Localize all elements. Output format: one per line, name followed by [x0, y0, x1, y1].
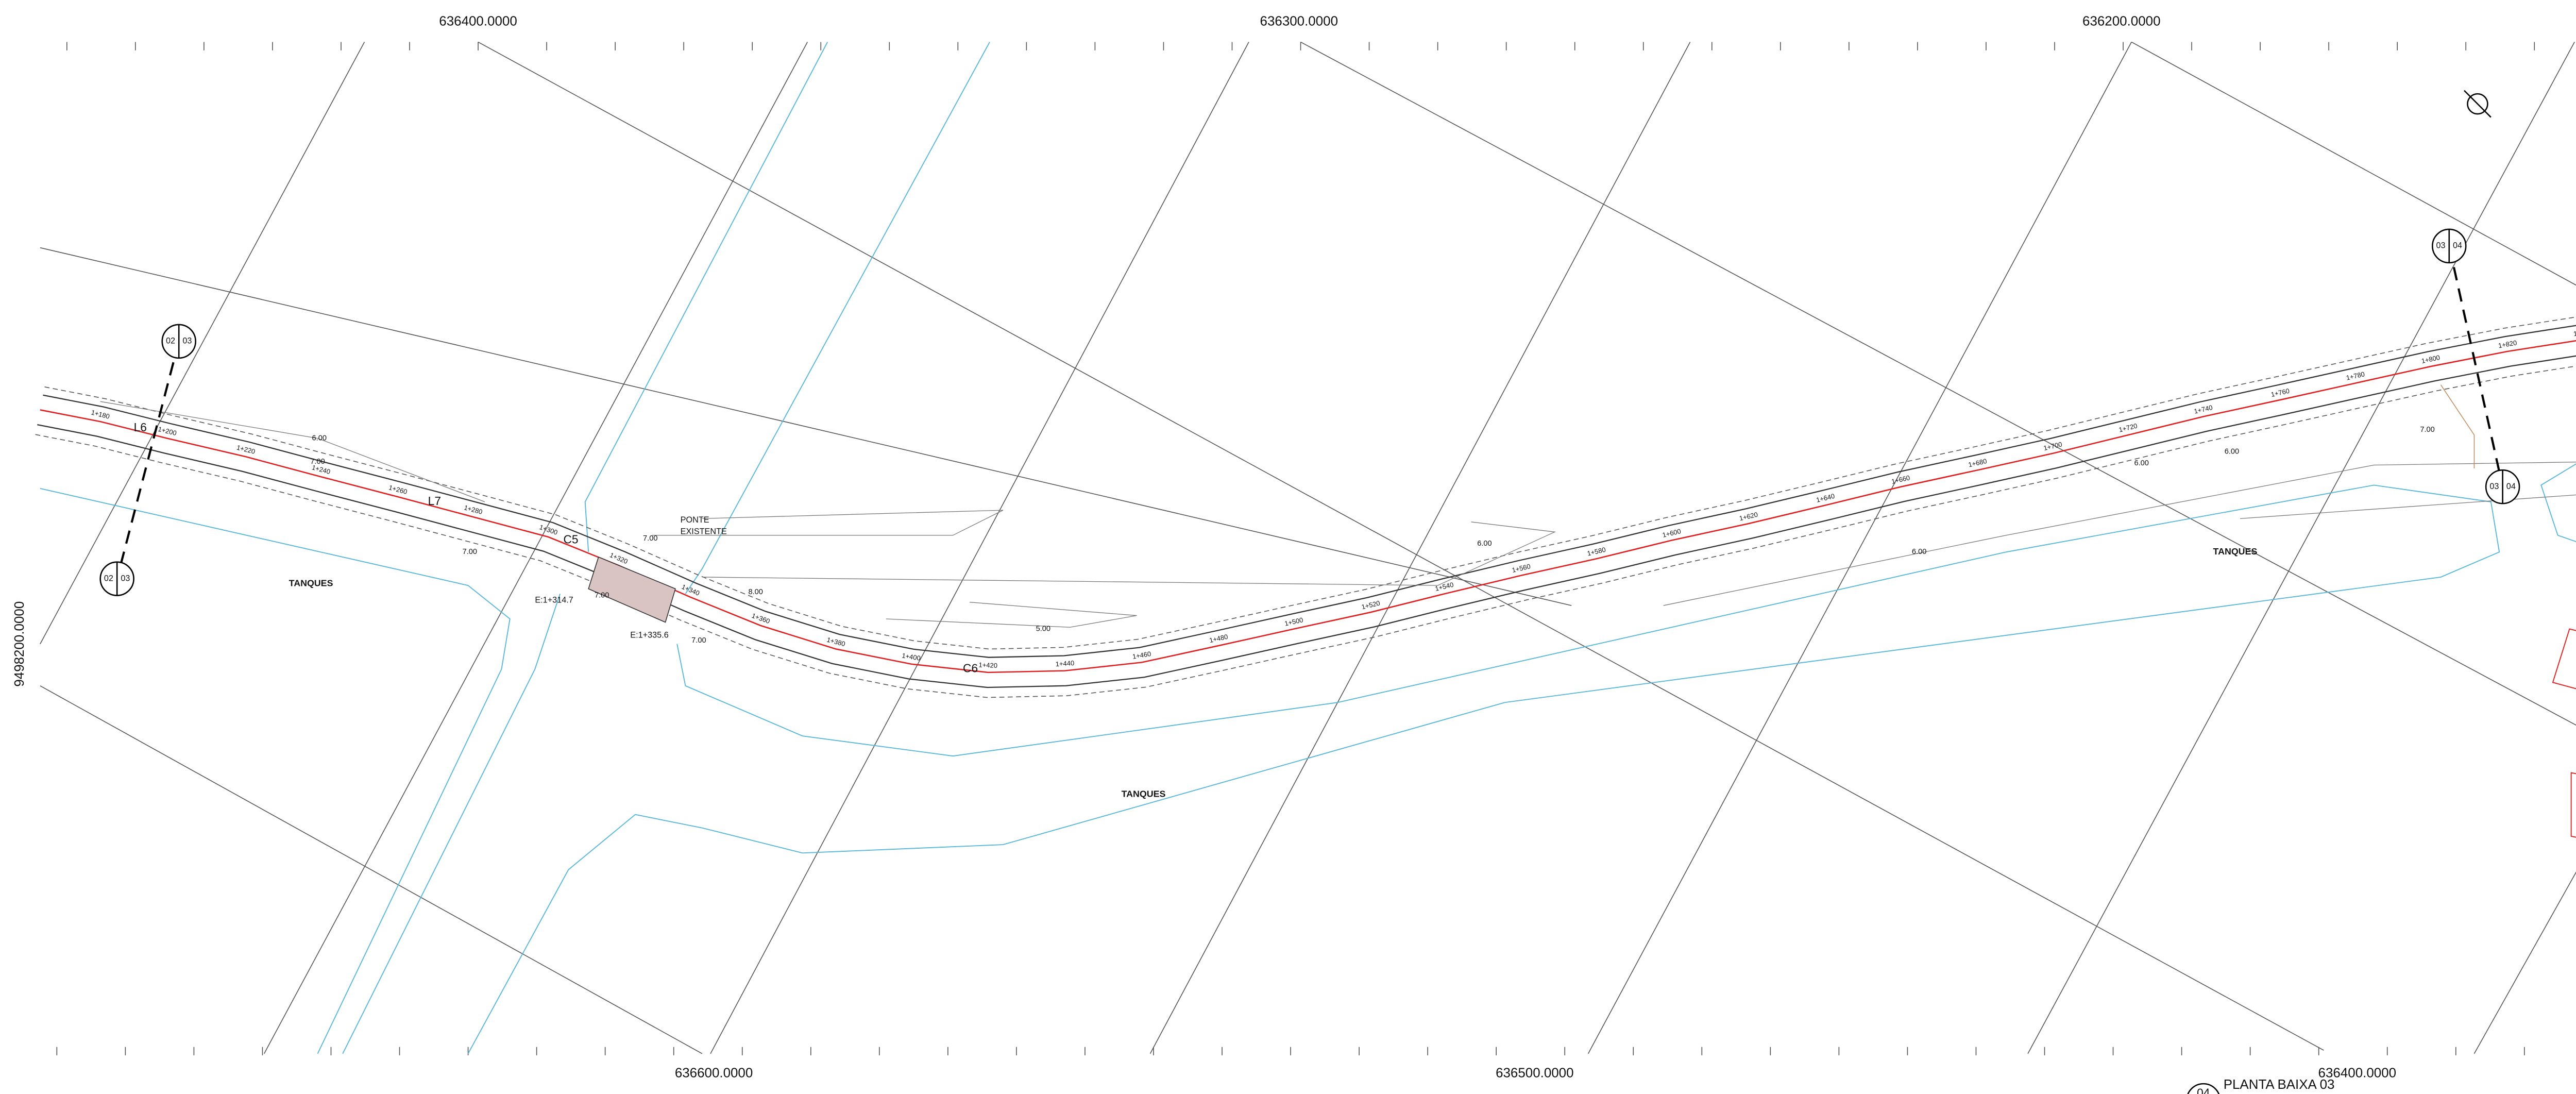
- bridge-station: E:1+335.6: [630, 631, 668, 640]
- road-axis: [40, 340, 2576, 674]
- north-symbol: [2464, 90, 2492, 118]
- water-line: [40, 487, 511, 1054]
- water-line: [467, 484, 2500, 1054]
- station-label: 1+500: [1284, 616, 1304, 627]
- station-label: 1+760: [2270, 387, 2290, 398]
- title-marker: [2187, 1083, 2220, 1094]
- area-label: TANQUES: [289, 578, 333, 588]
- coordinate-label: 636500.0000: [1496, 1066, 1573, 1081]
- station-label: 1+820: [2498, 339, 2517, 349]
- road-edge: [37, 355, 2576, 688]
- water-line: [342, 594, 561, 1054]
- water-line: [584, 42, 828, 552]
- contour-label: 7.00: [2420, 426, 2434, 434]
- contour: [100, 401, 485, 502]
- embankment: [35, 365, 2576, 698]
- grid-line: [710, 42, 1249, 1054]
- section-label: 03: [2489, 482, 2499, 491]
- contour-label: 5.00: [1036, 625, 1050, 633]
- contour-label: 7.00: [310, 458, 325, 466]
- contour-label: 7.00: [643, 534, 657, 543]
- bridge-station: E:1+314.7: [535, 596, 573, 605]
- section-label: 03: [121, 574, 130, 583]
- station-label: 1+680: [1968, 457, 1988, 468]
- section-label: 04: [2506, 482, 2516, 491]
- outline: [2552, 628, 2576, 689]
- contour-label: 6.00: [312, 434, 327, 442]
- alignment-label: L7: [428, 494, 441, 508]
- grid-line: [40, 685, 703, 1054]
- coordinate-label: 636400.0000: [2318, 1066, 2396, 1081]
- station-label: 1+460: [1132, 650, 1151, 661]
- section-line: [116, 341, 180, 579]
- water-line: [685, 42, 990, 594]
- contour: [702, 521, 1556, 586]
- alignment-label: C6: [963, 661, 978, 675]
- coordinate-label: 636300.0000: [1260, 14, 1338, 28]
- contour-label: 6.00: [2134, 459, 2149, 467]
- grid-line: [478, 41, 2324, 1051]
- area-label: TANQUES: [2213, 546, 2258, 557]
- section-label: 03: [182, 336, 192, 346]
- area-label: TANQUES: [1122, 788, 1166, 799]
- grid-line: [1300, 41, 2576, 726]
- outline: [2570, 772, 2576, 838]
- station-label: 1+480: [1209, 633, 1229, 644]
- section-label: 04: [2453, 241, 2462, 250]
- bridge-label: EXISTENTE: [681, 527, 727, 536]
- contour-label: 6.00: [1477, 540, 1492, 548]
- station-label: 1+420: [978, 661, 997, 670]
- alignment-label: C5: [564, 533, 579, 546]
- bridge: [588, 556, 676, 623]
- north-symbol: [2467, 93, 2488, 115]
- contour: [886, 601, 1137, 628]
- grid-line: [263, 42, 808, 1054]
- water-line: [2540, 463, 2576, 543]
- alignment-label: L6: [134, 420, 147, 434]
- contour-label: 6.00: [1912, 548, 1926, 556]
- grid-line: [40, 42, 365, 645]
- contour: [652, 510, 1004, 536]
- contour-label: 8.00: [748, 588, 762, 596]
- grid-line: [40, 247, 1572, 606]
- title-number: 04: [2197, 1086, 2210, 1094]
- contour-label: 7.00: [691, 636, 706, 645]
- coordinate-label: 636400.0000: [439, 14, 517, 28]
- station-label: 1+400: [901, 651, 921, 662]
- embankment: [44, 316, 2576, 650]
- contour: [2440, 384, 2475, 468]
- bridge-label: PONTE: [681, 515, 709, 525]
- section-label: 03: [2436, 241, 2446, 250]
- coordinate-label: 636200.0000: [2082, 14, 2160, 28]
- contour-label: 6.00: [2225, 447, 2239, 456]
- section-label: 02: [104, 574, 113, 583]
- section-label: 02: [166, 336, 175, 346]
- grid-line: [1587, 42, 2132, 1054]
- road-edge: [43, 325, 2576, 658]
- coordinate-label: 636600.0000: [675, 1066, 753, 1081]
- section-line: [2448, 245, 2504, 487]
- contour: [2240, 494, 2576, 519]
- title-text: PLANTA BAIXA 03: [2224, 1078, 2335, 1092]
- station-label: 1+840: [2573, 327, 2576, 338]
- grid-line: [1149, 42, 1691, 1054]
- station-label: 1+800: [2420, 354, 2441, 365]
- grid-line: [2027, 42, 2575, 1054]
- coordinate-label: 9498200.0000: [12, 601, 27, 687]
- grid-line: [2131, 41, 2576, 286]
- station-label: 1+440: [1055, 659, 1074, 668]
- contour-label: 7.00: [595, 591, 609, 599]
- contour-label: 7.00: [463, 548, 477, 556]
- contour: [1663, 461, 2576, 606]
